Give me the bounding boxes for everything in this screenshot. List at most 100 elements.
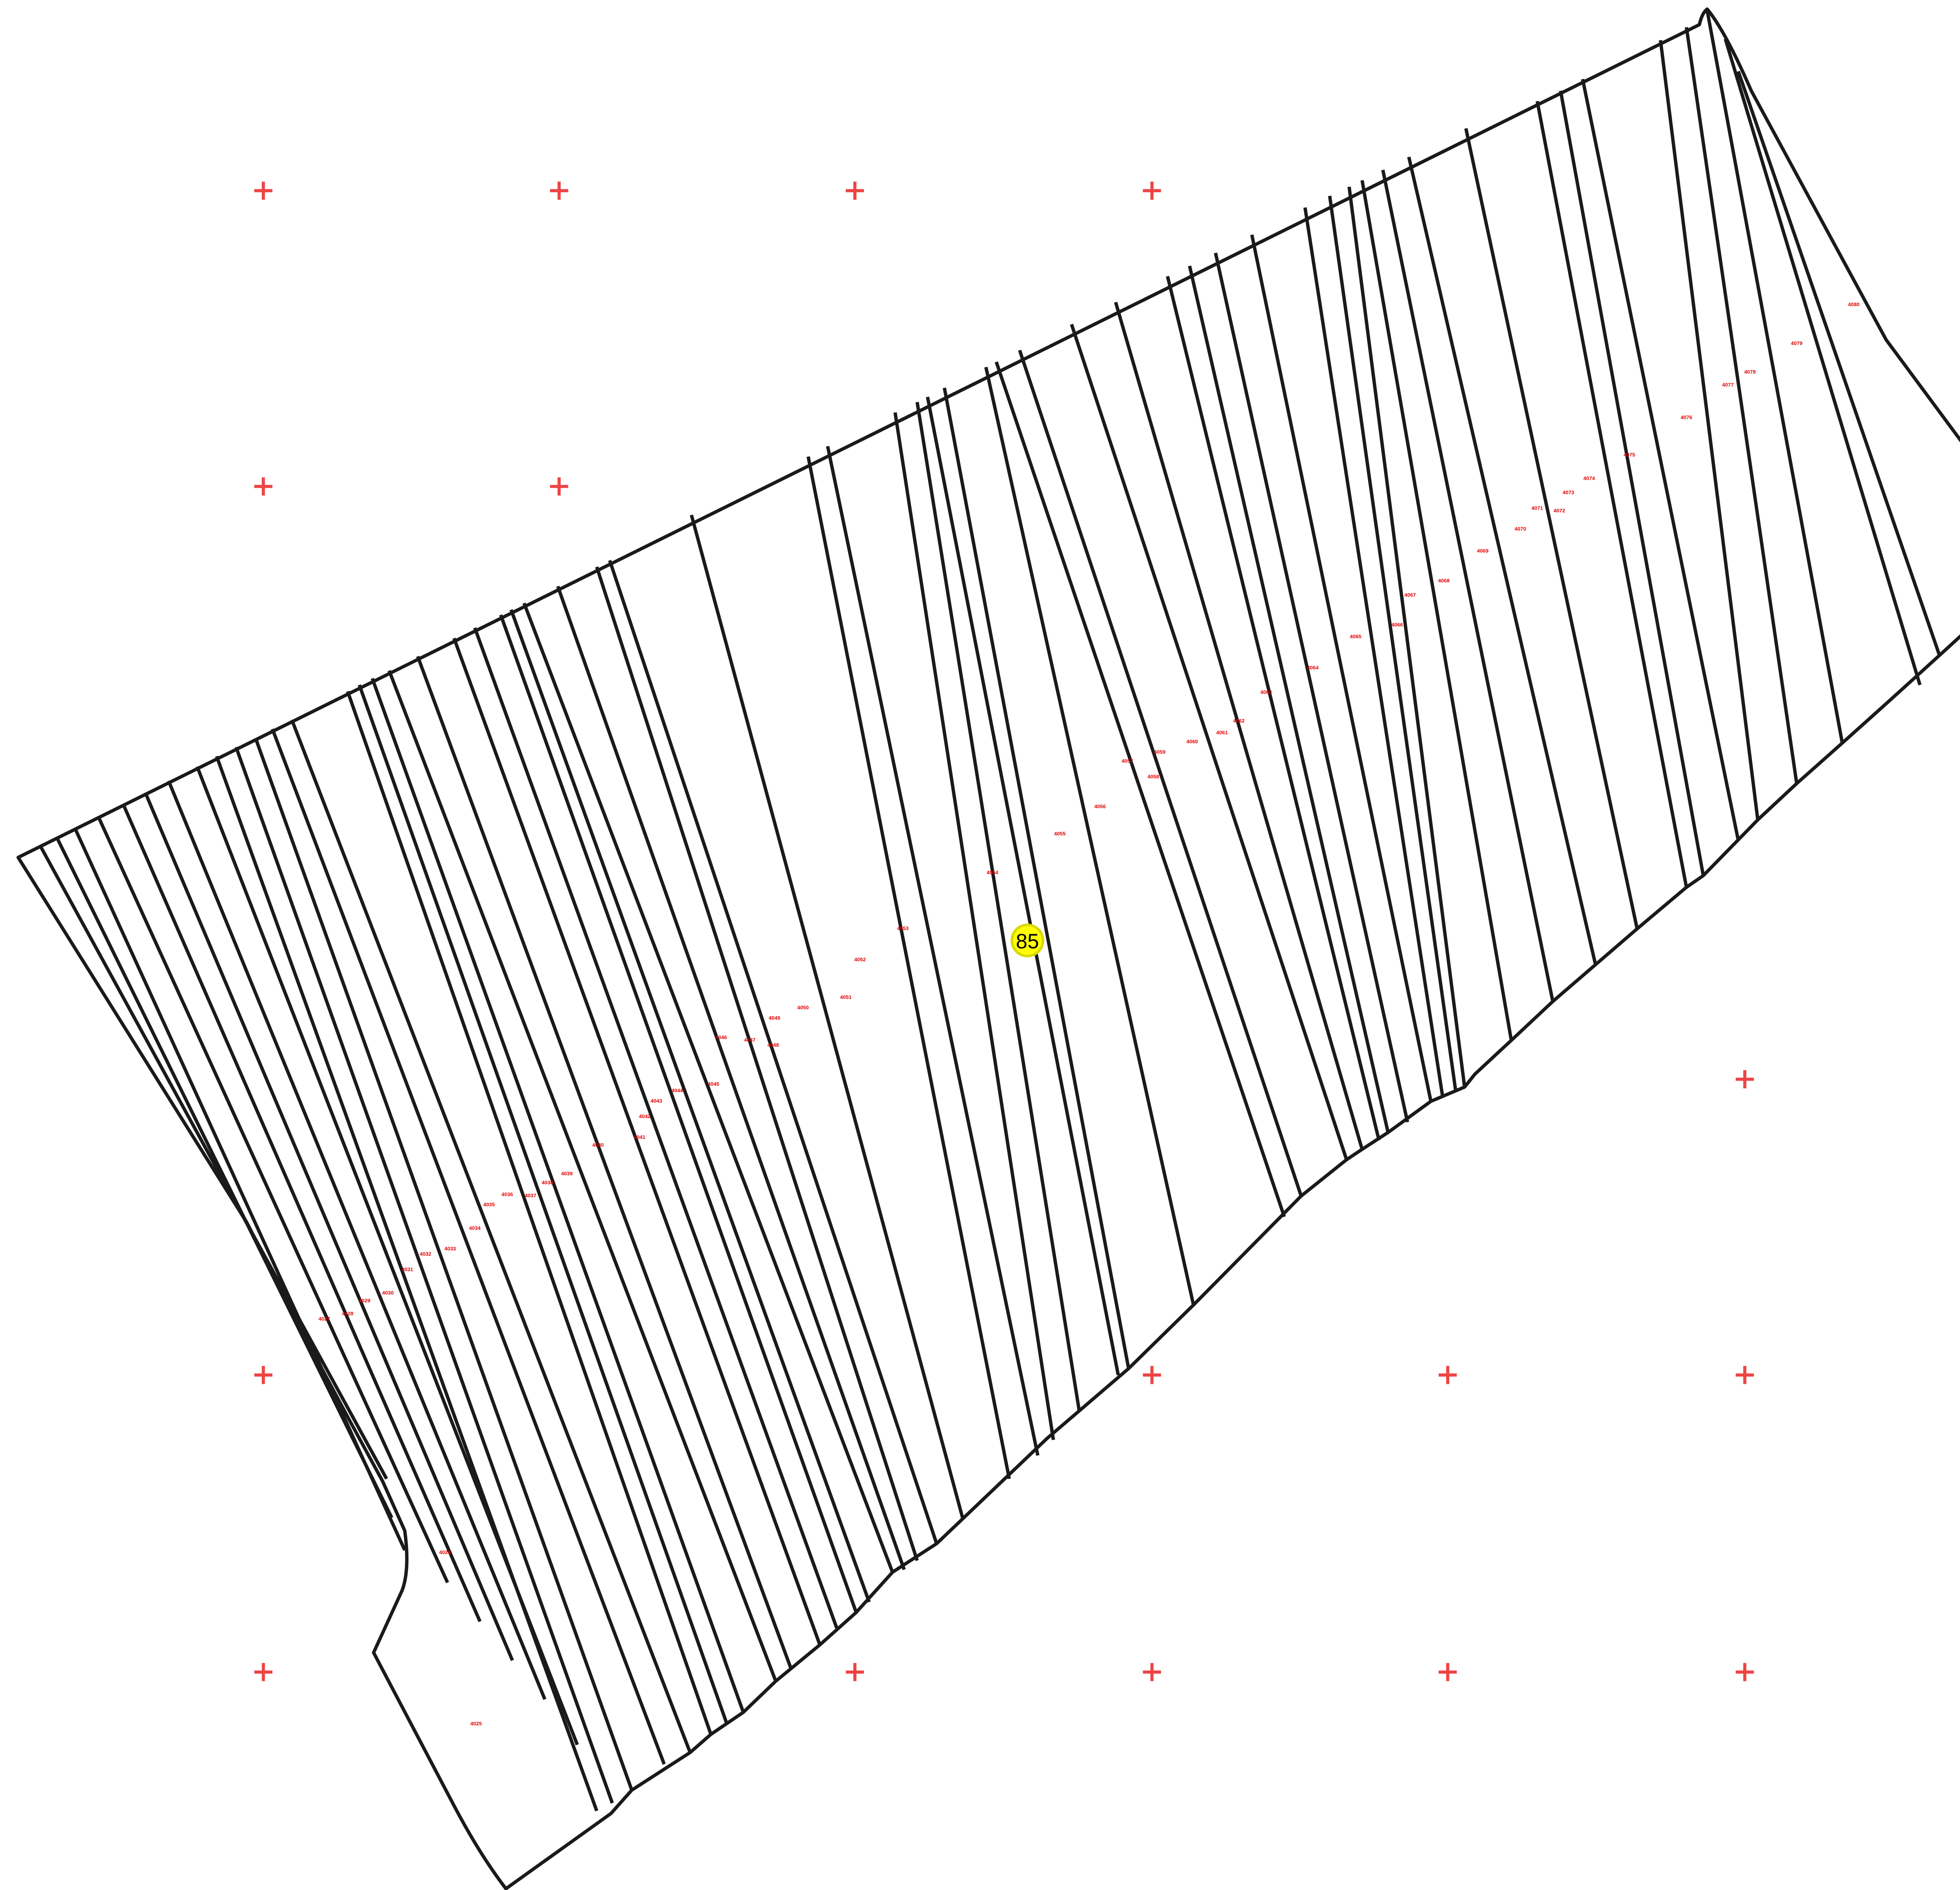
parcel-division-line (595, 566, 919, 1561)
parcel-division-lines (38, 10, 1941, 1812)
parcel-division-line (1214, 252, 1409, 1123)
parcel-number-label: 4038 (542, 1180, 553, 1186)
parcel-number-label: 4043 (651, 1098, 662, 1104)
grid-cross-icon (254, 1366, 272, 1384)
parcel-number-label: 4074 (1583, 475, 1595, 481)
grid-cross-icon (1735, 1070, 1754, 1089)
parcel-number-label: 4059 (1154, 749, 1165, 755)
parcel-number-label: 4049 (769, 1015, 780, 1021)
parcel-number-label: 4070 (1515, 526, 1526, 532)
parcel-division-line (1464, 128, 1639, 930)
parcel-division-line (1737, 71, 1941, 656)
grid-cross-icon (846, 1663, 864, 1681)
parcel-number-label: 4064 (1307, 664, 1319, 670)
parcel-number-label: 4026 (439, 1549, 450, 1555)
parcel-number-label: 4078 (1744, 369, 1756, 375)
parcel-division-line (942, 387, 1131, 1369)
parcel-division-line (806, 456, 1011, 1479)
sheet-marker-circle (1010, 923, 1044, 957)
parcel-division-line (1684, 27, 1798, 784)
parcel-division-line (167, 780, 546, 1700)
parcel-number-label: 4057 (1122, 758, 1133, 764)
grid-cross-icon (1143, 1366, 1161, 1384)
parcel-division-line (1360, 180, 1513, 1041)
parcel-division-line (215, 755, 599, 1812)
parcel-division-line (522, 603, 894, 1573)
parcel-division-line (1724, 38, 1922, 686)
parcel-number-label: 4080 (1848, 301, 1859, 307)
parcel-number-label: 4040 (592, 1142, 604, 1148)
parcel-division-line (122, 803, 482, 1622)
parcel-division-line (1581, 78, 1740, 841)
parcel-division-line (1381, 169, 1555, 1002)
parcel-number-label: 4052 (854, 957, 866, 962)
grid-cross-icon (1439, 1663, 1457, 1681)
sheet-marker: 85 (1010, 923, 1044, 957)
parcel-division-line (1705, 10, 1844, 743)
parcel-division-line (1250, 234, 1433, 1102)
parcel-number-label: 4055 (1054, 831, 1065, 837)
parcel-number-label: 4031 (401, 1267, 413, 1273)
parcel-number-label: 4028 (342, 1311, 353, 1316)
parcel-number-label: 4069 (1477, 548, 1488, 554)
parcel-division-line (608, 560, 938, 1544)
parcel-number-label: 4044 (671, 1088, 683, 1093)
parcel-number-label: 4062 (1233, 718, 1245, 724)
parcel-number-label: 4042 (639, 1113, 650, 1119)
parcel-number-label: 4076 (1681, 414, 1692, 420)
parcel-division-line (1559, 90, 1705, 876)
parcel-number-label: 4079 (1791, 340, 1802, 346)
parcel-number-label: 4032 (420, 1251, 431, 1257)
grid-cross-icon (846, 182, 864, 200)
parcel-division-line (473, 627, 838, 1629)
grid-cross-icon (254, 1663, 272, 1681)
parcel-number-label: 4027 (319, 1316, 330, 1322)
parcel-number-label: 4041 (634, 1134, 645, 1140)
parcel-number-label: 4050 (797, 1004, 809, 1010)
parcel-division-line (143, 792, 514, 1661)
parcel-number-label: 4071 (1532, 505, 1543, 511)
grid-cross-icon (254, 182, 272, 200)
parcel-division-line (1070, 323, 1348, 1160)
parcel-number-labels: 4025 4026 4027 4028 4029 4030 4031 4032 4033 4034… (319, 301, 1860, 1727)
parcel-number-label: 4046 (715, 1034, 727, 1040)
parcel-division-line (55, 837, 394, 1519)
parcel-number-label: 4056 (1094, 803, 1106, 809)
grid-cross-icon (1439, 1366, 1457, 1384)
parcel-division-line (358, 684, 728, 1723)
parcel-division-line (915, 402, 1081, 1412)
parcel-division-line (509, 609, 871, 1603)
grid-cross-icon (550, 182, 568, 200)
parcel-number-label: 4039 (561, 1171, 572, 1176)
parcel-number-label: 4077 (1722, 382, 1733, 388)
parcel-number-label: 4025 (470, 1721, 482, 1727)
parcel-division-line (499, 614, 858, 1613)
parcel-division-line (1659, 40, 1760, 820)
parcel-number-label: 4033 (445, 1246, 456, 1252)
parcel-number-label: 4058 (1147, 773, 1159, 779)
parcel-division-line (234, 746, 614, 1804)
parcel-number-label: 4072 (1553, 508, 1565, 514)
parcel-number-label: 4066 (1391, 622, 1403, 628)
parcel-division-line (1114, 301, 1364, 1150)
sheet-marker-label: 85 (1016, 930, 1039, 953)
parcel-division-line (38, 845, 388, 1480)
parcel-division-line (1303, 207, 1445, 1097)
parcel-division-line (346, 691, 713, 1735)
parcel-division-line (995, 361, 1286, 1218)
parcel-division-line (1018, 350, 1303, 1197)
parcel-number-label: 4060 (1187, 739, 1198, 744)
parcel-number-label: 4053 (897, 925, 909, 931)
parcel-division-line (1188, 265, 1390, 1133)
parcel-division-line (826, 446, 1040, 1456)
parcel-division-line (74, 828, 407, 1551)
parcel-division-line (1166, 276, 1381, 1141)
grid-cross-icon (1735, 1366, 1754, 1384)
parcel-division-line (690, 514, 964, 1518)
parcel-number-label: 4030 (382, 1290, 394, 1296)
parcel-number-label: 4051 (840, 994, 851, 1000)
grid-cross-icon (550, 477, 568, 496)
parcel-number-label: 4047 (744, 1037, 755, 1043)
grid-cross-icon (1735, 1663, 1754, 1681)
